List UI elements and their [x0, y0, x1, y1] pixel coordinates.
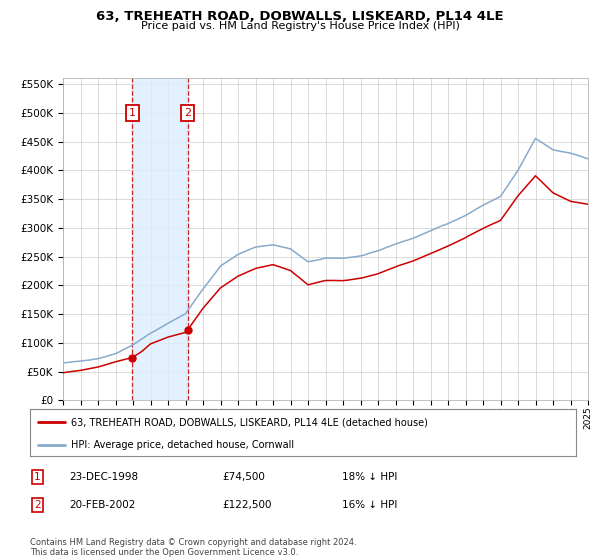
Text: Contains HM Land Registry data © Crown copyright and database right 2024.
This d: Contains HM Land Registry data © Crown c…	[30, 538, 356, 557]
Text: 16% ↓ HPI: 16% ↓ HPI	[342, 500, 397, 510]
Text: 20-FEB-2002: 20-FEB-2002	[69, 500, 136, 510]
Text: Price paid vs. HM Land Registry's House Price Index (HPI): Price paid vs. HM Land Registry's House …	[140, 21, 460, 31]
Text: 63, TREHEATH ROAD, DOBWALLS, LISKEARD, PL14 4LE: 63, TREHEATH ROAD, DOBWALLS, LISKEARD, P…	[96, 10, 504, 23]
Text: 23-DEC-1998: 23-DEC-1998	[69, 472, 138, 482]
Bar	[133, 78, 188, 400]
Text: 63, TREHEATH ROAD, DOBWALLS, LISKEARD, PL14 4LE (detached house): 63, TREHEATH ROAD, DOBWALLS, LISKEARD, P…	[71, 417, 428, 427]
Text: 1: 1	[129, 108, 136, 118]
Text: 2: 2	[34, 500, 41, 510]
Text: £74,500: £74,500	[222, 472, 265, 482]
Text: HPI: Average price, detached house, Cornwall: HPI: Average price, detached house, Corn…	[71, 440, 294, 450]
Text: 2: 2	[184, 108, 191, 118]
Text: 18% ↓ HPI: 18% ↓ HPI	[342, 472, 397, 482]
Text: £122,500: £122,500	[222, 500, 271, 510]
Text: 1: 1	[34, 472, 41, 482]
